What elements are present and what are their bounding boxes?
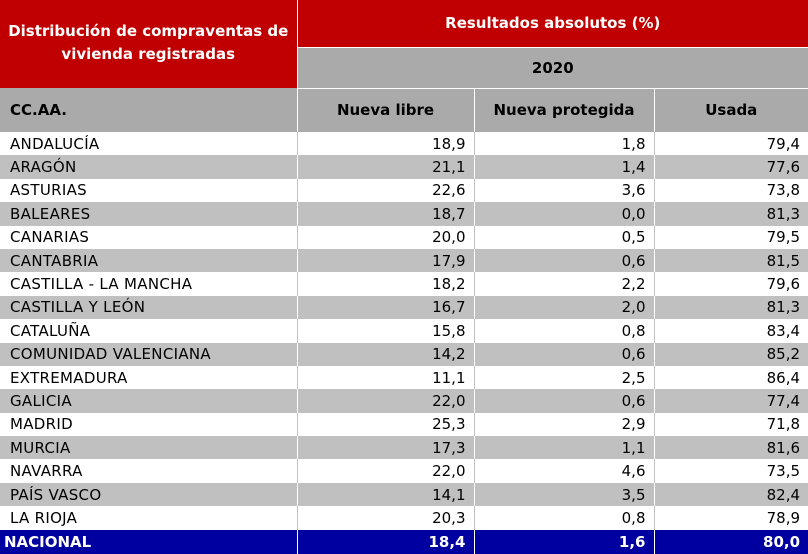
region-cell: COMUNIDAD VALENCIANA <box>0 342 298 366</box>
nueva-libre-cell: 22,0 <box>297 389 475 413</box>
table-row: CANTABRIA 17,9 0,6 81,5 <box>0 248 808 273</box>
results-header: Resultados absolutos (%) <box>297 0 808 48</box>
nueva-libre-cell: 11,1 <box>297 365 475 390</box>
nueva-protegida-cell: 3,5 <box>474 482 655 507</box>
nueva-protegida-cell: 0,0 <box>474 202 655 226</box>
usada-cell: 79,4 <box>654 132 808 156</box>
table-body: ANDALUCÍA 18,9 1,8 79,4 ARAGÓN 21,1 1,4 77,6 AST… <box>0 132 808 530</box>
table-row: CASTILLA - LA MANCHA 18,2 2,2 79,6 <box>0 272 808 296</box>
usada-cell: 83,4 <box>654 319 808 343</box>
table-title: Distribución de compraventas de vivienda… <box>0 0 298 88</box>
nueva-protegida-cell: 1,4 <box>474 155 655 179</box>
usada-cell: 79,5 <box>654 225 808 249</box>
usada-cell: 85,2 <box>654 342 808 366</box>
nueva-libre-cell: 22,6 <box>297 178 475 203</box>
region-cell: ARAGÓN <box>0 155 298 179</box>
column-header-region: CC.AA. <box>0 88 298 132</box>
nueva-protegida-cell: 3,6 <box>474 178 655 203</box>
usada-cell: 81,5 <box>654 248 808 273</box>
region-cell: CASTILLA Y LEÓN <box>0 295 298 320</box>
region-cell: CANARIAS <box>0 225 298 249</box>
nueva-libre-cell: 18,2 <box>297 272 475 296</box>
nueva-protegida-cell: 0,8 <box>474 506 655 530</box>
nueva-libre-cell: 15,8 <box>297 319 475 343</box>
table-row: PAÍS VASCO 14,1 3,5 82,4 <box>0 482 808 507</box>
usada-cell: 81,6 <box>654 436 808 460</box>
table-row: BALEARES 18,7 0,0 81,3 <box>0 202 808 226</box>
region-cell: PAÍS VASCO <box>0 482 298 507</box>
table-row: CANARIAS 20,0 0,5 79,5 <box>0 225 808 249</box>
region-cell: EXTREMADURA <box>0 365 298 390</box>
total-nueva-libre: 18,4 <box>297 529 475 554</box>
nueva-protegida-cell: 0,5 <box>474 225 655 249</box>
nueva-protegida-cell: 4,6 <box>474 459 655 483</box>
usada-cell: 77,6 <box>654 155 808 179</box>
nueva-libre-cell: 18,9 <box>297 132 475 156</box>
nueva-protegida-cell: 2,5 <box>474 365 655 390</box>
region-cell: CATALUÑA <box>0 319 298 343</box>
usada-cell: 73,8 <box>654 178 808 203</box>
usada-cell: 79,6 <box>654 272 808 296</box>
total-row: NACIONAL 18,4 1,6 80,0 <box>0 529 808 554</box>
usada-cell: 77,4 <box>654 389 808 413</box>
nueva-protegida-cell: 0,6 <box>474 248 655 273</box>
table-row: MURCIA 17,3 1,1 81,6 <box>0 436 808 460</box>
nueva-libre-cell: 18,7 <box>297 202 475 226</box>
column-header-nueva-libre: Nueva libre <box>297 88 475 132</box>
region-cell: CASTILLA - LA MANCHA <box>0 272 298 296</box>
region-cell: ANDALUCÍA <box>0 132 298 156</box>
table-row: MADRID 25,3 2,9 71,8 <box>0 412 808 437</box>
nueva-protegida-cell: 2,2 <box>474 272 655 296</box>
nueva-libre-cell: 25,3 <box>297 412 475 437</box>
region-cell: GALICIA <box>0 389 298 413</box>
table-row: CATALUÑA 15,8 0,8 83,4 <box>0 319 808 343</box>
nueva-protegida-cell: 0,8 <box>474 319 655 343</box>
total-nueva-protegida: 1,6 <box>474 529 655 554</box>
table-row: ANDALUCÍA 18,9 1,8 79,4 <box>0 132 808 156</box>
nueva-libre-cell: 17,9 <box>297 248 475 273</box>
region-cell: ASTURIAS <box>0 178 298 203</box>
column-header-usada: Usada <box>654 88 808 132</box>
table-row: COMUNIDAD VALENCIANA 14,2 0,6 85,2 <box>0 342 808 366</box>
table-row: EXTREMADURA 11,1 2,5 86,4 <box>0 365 808 390</box>
nueva-libre-cell: 22,0 <box>297 459 475 483</box>
table-row: GALICIA 22,0 0,6 77,4 <box>0 389 808 413</box>
region-cell: CANTABRIA <box>0 248 298 273</box>
usada-cell: 81,3 <box>654 202 808 226</box>
nueva-libre-cell: 14,2 <box>297 342 475 366</box>
nueva-protegida-cell: 2,9 <box>474 412 655 437</box>
table-row: CASTILLA Y LEÓN 16,7 2,0 81,3 <box>0 295 808 320</box>
nueva-libre-cell: 21,1 <box>297 155 475 179</box>
nueva-libre-cell: 16,7 <box>297 295 475 320</box>
table-row: ASTURIAS 22,6 3,6 73,8 <box>0 178 808 203</box>
nueva-protegida-cell: 1,8 <box>474 132 655 156</box>
usada-cell: 81,3 <box>654 295 808 320</box>
nueva-libre-cell: 20,0 <box>297 225 475 249</box>
usada-cell: 82,4 <box>654 482 808 507</box>
usada-cell: 73,5 <box>654 459 808 483</box>
table-row: NAVARRA 22,0 4,6 73,5 <box>0 459 808 483</box>
region-cell: LA RIOJA <box>0 506 298 530</box>
nueva-protegida-cell: 0,6 <box>474 389 655 413</box>
nueva-libre-cell: 20,3 <box>297 506 475 530</box>
region-cell: MADRID <box>0 412 298 437</box>
region-cell: BALEARES <box>0 202 298 226</box>
nueva-protegida-cell: 1,1 <box>474 436 655 460</box>
year-header: 2020 <box>297 47 808 89</box>
nueva-protegida-cell: 2,0 <box>474 295 655 320</box>
usada-cell: 78,9 <box>654 506 808 530</box>
total-region: NACIONAL <box>0 529 298 554</box>
region-cell: MURCIA <box>0 436 298 460</box>
table-row: LA RIOJA 20,3 0,8 78,9 <box>0 506 808 530</box>
nueva-libre-cell: 14,1 <box>297 482 475 507</box>
column-header-nueva-protegida: Nueva protegida <box>474 88 655 132</box>
total-usada: 80,0 <box>654 529 808 554</box>
usada-cell: 86,4 <box>654 365 808 390</box>
nueva-libre-cell: 17,3 <box>297 436 475 460</box>
table-row: ARAGÓN 21,1 1,4 77,6 <box>0 155 808 179</box>
region-cell: NAVARRA <box>0 459 298 483</box>
nueva-protegida-cell: 0,6 <box>474 342 655 366</box>
usada-cell: 71,8 <box>654 412 808 437</box>
